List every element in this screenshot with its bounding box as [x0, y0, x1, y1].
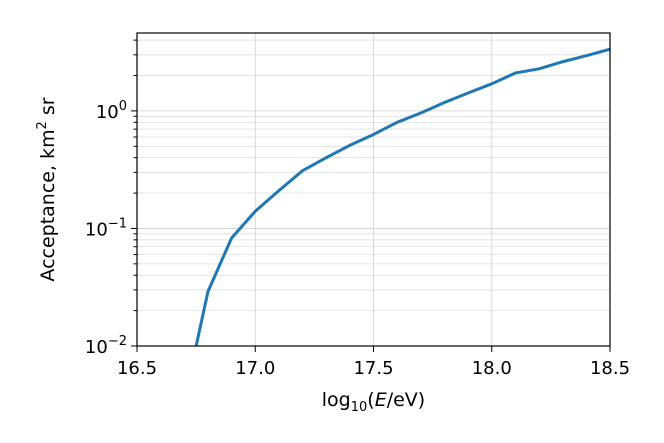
y-tick-label-base: 10 [85, 219, 108, 240]
x-axis-label: log10(E/eV) [322, 389, 425, 415]
y-axis-label-main: Acceptance, km [37, 129, 59, 281]
x-tick-label: 17.5 [353, 358, 393, 379]
x-axis-label-open: ( [367, 389, 374, 411]
x-axis-label-sub: 10 [351, 400, 368, 415]
y-tick-label-exponent: 0 [119, 99, 127, 114]
acceptance-series-line [194, 47, 610, 346]
series-layer [194, 47, 610, 346]
x-axis-label-base: log [322, 389, 351, 411]
x-tick-label: 17.0 [235, 358, 275, 379]
y-tick-label-base: 10 [85, 337, 108, 358]
x-tick-label: 18.5 [590, 358, 630, 379]
y-tick-label-exponent: −2 [108, 334, 127, 349]
y-axis-label-unit: sr [37, 97, 59, 121]
y-tick-label: 10−2 [85, 334, 127, 358]
grid-layer [136, 33, 611, 347]
x-tick-label: 18.0 [472, 358, 512, 379]
y-tick-label-base: 10 [96, 102, 119, 123]
y-axis-label-sup: 2 [35, 121, 50, 129]
x-axis-label-var: E [375, 389, 387, 411]
y-axis-label: Acceptance, km2 sr [35, 97, 59, 281]
x-axis-label-rest: /eV) [387, 389, 426, 411]
y-tick-label-exponent: −1 [108, 216, 127, 231]
x-tick-label: 16.5 [117, 358, 157, 379]
y-tick-label: 10−1 [85, 216, 127, 240]
y-tick-label: 100 [96, 99, 127, 123]
